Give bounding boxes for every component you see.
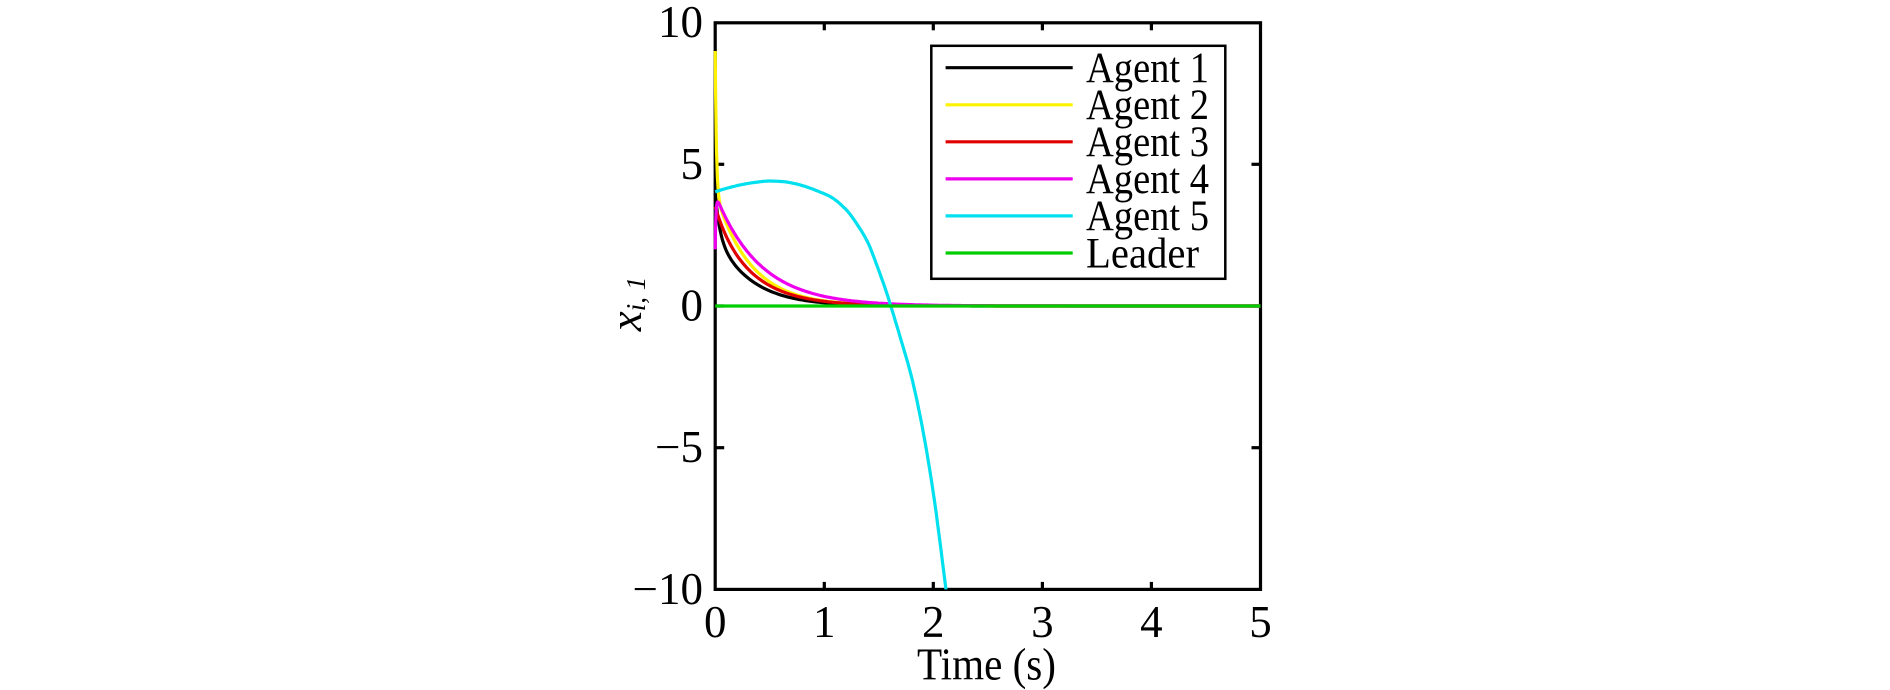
svg-text:−5: −5 — [655, 422, 703, 472]
svg-text:Time (s): Time (s) — [917, 640, 1056, 690]
svg-text:Agent 1: Agent 1 — [1086, 45, 1209, 92]
svg-text:Agent 2: Agent 2 — [1086, 82, 1209, 129]
svg-text:5: 5 — [681, 139, 704, 189]
svg-text:Agent 4: Agent 4 — [1086, 156, 1209, 203]
svg-text:2: 2 — [922, 597, 945, 647]
svg-text:Leader: Leader — [1086, 230, 1199, 277]
svg-text:3: 3 — [1031, 597, 1054, 647]
svg-text:Agent 5: Agent 5 — [1086, 193, 1209, 240]
svg-text:4: 4 — [1140, 597, 1163, 647]
svg-text:Agent 3: Agent 3 — [1086, 119, 1209, 166]
svg-text:0: 0 — [704, 597, 727, 647]
svg-text:10: 10 — [658, 0, 703, 47]
svg-text:1: 1 — [813, 597, 836, 647]
svg-text:0: 0 — [681, 280, 704, 330]
svg-text:5: 5 — [1249, 597, 1272, 647]
svg-text:−10: −10 — [633, 564, 703, 614]
